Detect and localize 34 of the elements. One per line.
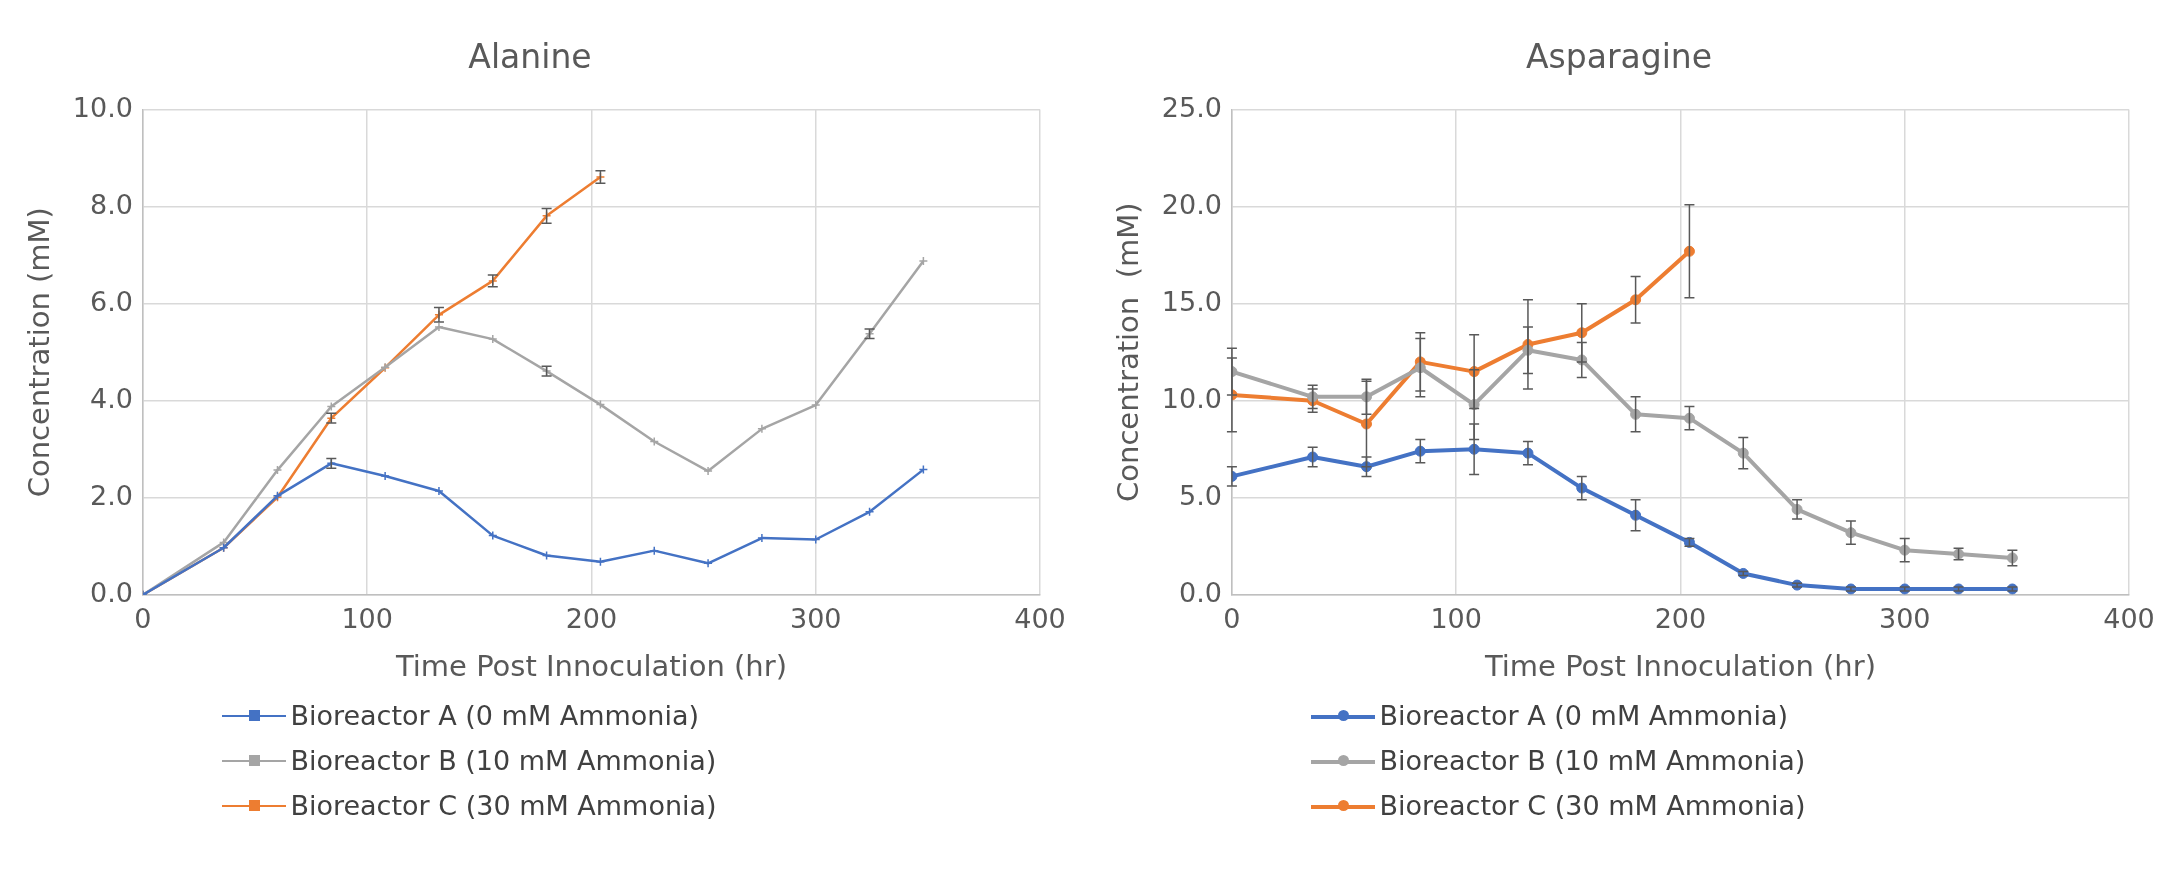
y-tick-label: 10.0: [72, 91, 133, 123]
y-tick-label: 25.0: [1161, 91, 1222, 123]
y-tick-label: 8.0: [89, 188, 133, 220]
y-tick-label: 10.0: [1161, 382, 1222, 414]
y-axis-title: Concentration (mM): [1110, 202, 1145, 502]
x-tick-label: 100: [1429, 603, 1482, 635]
y-tick-label: 4.0: [89, 382, 133, 414]
legend-label: Bioreactor C (30 mM Ammonia): [290, 790, 717, 821]
x-tick-label: 200: [1654, 603, 1706, 635]
y-tick-label: 0.0: [1178, 576, 1222, 608]
x-tick-label: 0: [1222, 603, 1241, 635]
legend-label: Bioreactor C (30 mM Ammonia): [1379, 790, 1806, 821]
x-axis-title: Time Post Innoculation (hr): [394, 649, 787, 684]
legend-label: Bioreactor B (10 mM Ammonia): [1379, 745, 1806, 776]
x-tick-label: 200: [565, 603, 617, 635]
y-tick-label: 0.0: [89, 576, 133, 608]
x-tick-label: 300: [789, 603, 841, 635]
x-tick-label: 0: [133, 603, 152, 635]
y-axis-title: Concentration (mM): [21, 207, 56, 498]
x-tick-label: 300: [1878, 603, 1930, 635]
y-tick-label: 2.0: [89, 479, 133, 511]
x-axis-title: Time Post Innoculation (hr): [1483, 649, 1876, 684]
x-tick-label: 100: [340, 603, 393, 635]
x-tick-label: 400: [2102, 603, 2155, 635]
legend-label: Bioreactor B (10 mM Ammonia): [290, 745, 717, 776]
legend-label: Bioreactor A (0 mM Ammonia): [1379, 700, 1789, 731]
y-tick-label: 6.0: [89, 285, 133, 317]
chart-title: Asparagine: [1525, 37, 1712, 77]
x-tick-label: 400: [1013, 603, 1066, 635]
chart-title: Alanine: [467, 37, 592, 77]
y-tick-label: 20.0: [1161, 188, 1222, 220]
y-tick-label: 5.0: [1178, 479, 1222, 511]
legend-label: Bioreactor A (0 mM Ammonia): [290, 700, 700, 731]
y-tick-label: 15.0: [1161, 285, 1222, 317]
